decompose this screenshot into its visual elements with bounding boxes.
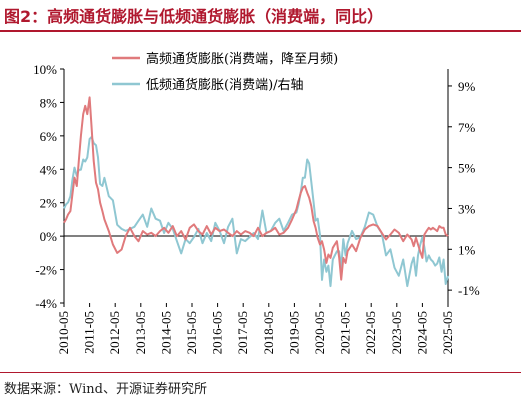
source-note: 数据来源：Wind、开源证券研究所: [4, 382, 207, 397]
right-tick-label: 1%: [458, 242, 476, 257]
left-tick-label: 2%: [40, 196, 58, 211]
left-tick-label: 10%: [33, 62, 57, 77]
right-tick-label: 7%: [458, 120, 476, 135]
x-tick-label: 2017-05: [235, 311, 250, 354]
left-tick-label: 0%: [40, 229, 58, 244]
x-tick-label: 2016-05: [210, 311, 225, 354]
x-tick-label: 2018-05: [261, 311, 276, 354]
right-tick-label: 5%: [458, 161, 476, 176]
left-tick-label: 6%: [40, 129, 58, 144]
x-tick-label: 2025-05: [440, 311, 455, 354]
legend-label-high-freq: 高频通货膨胀(消费端，降至月频): [146, 51, 338, 67]
x-tick-label: 2014-05: [158, 311, 173, 354]
left-tick-label: 8%: [40, 95, 58, 110]
x-tick-label: 2012-05: [107, 311, 122, 354]
chart-area: 10% 8% 6% 4% 2% 0% -2% -4% 9% 7% 5% 3% 1% -1% 2010-0…: [33, 51, 480, 354]
figure-title: 图2：高频通货膨胀与低频通货膨胀（消费端，同比）: [4, 7, 384, 26]
x-tick-label: 2023-05: [389, 311, 404, 354]
left-tick-label: 4%: [40, 162, 58, 177]
x-tick-label: 2022-05: [363, 311, 378, 354]
right-tick-label: 3%: [458, 201, 476, 216]
series-line-high-freq: [63, 96, 449, 281]
left-tick-label: -2%: [35, 263, 57, 278]
right-tick-label: -1%: [458, 283, 480, 298]
x-tick-label: 2019-05: [286, 311, 301, 354]
x-tick-label: 2020-05: [312, 311, 327, 354]
x-tick-label: 2010-05: [56, 311, 71, 354]
x-tick-label: 2021-05: [338, 311, 353, 354]
x-tick-label: 2015-05: [184, 311, 199, 354]
x-tick-label: 2011-05: [82, 311, 97, 354]
title-bar: 图2：高频通货膨胀与低频通货膨胀（消费端，同比）: [0, 0, 521, 32]
legend-label-low-freq: 低频通货膨胀(消费端)/右轴: [146, 77, 304, 93]
source-divider: [0, 372, 521, 373]
left-tick-label: -4%: [35, 296, 57, 311]
right-tick-label: 9%: [458, 79, 476, 94]
legend: 高频通货膨胀(消费端，降至月频) 低频通货膨胀(消费端)/右轴: [112, 51, 338, 93]
x-tick-label: 2013-05: [133, 311, 148, 354]
x-tick-label: 2024-05: [414, 311, 429, 354]
series-line-low-freq: [63, 136, 449, 288]
